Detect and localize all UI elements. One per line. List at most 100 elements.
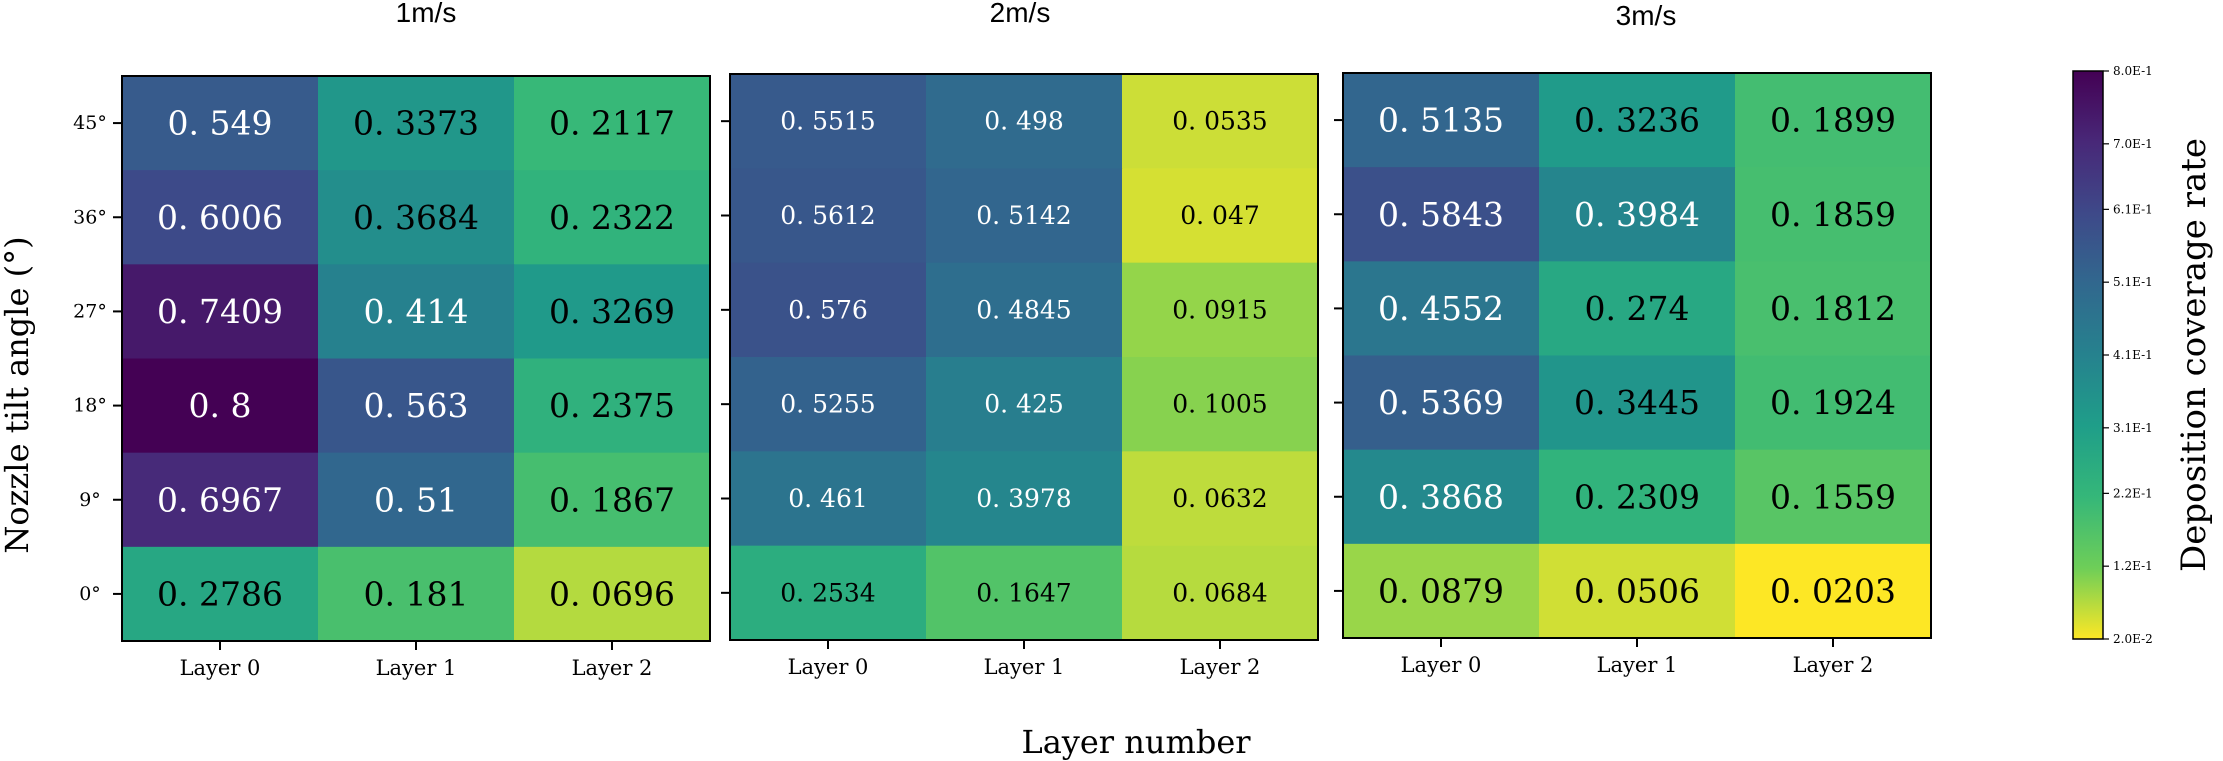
heatmap-cell (926, 262, 1123, 358)
cell-value-label: 0. 563 (364, 386, 469, 425)
cell-value-label: 0. 274 (1585, 289, 1690, 328)
cell-value-label: 0. 5843 (1378, 195, 1504, 234)
x-tick-label: Layer 2 (1793, 653, 1874, 677)
cell-value-label: 0. 5612 (780, 201, 875, 230)
cell-value-label: 0. 2534 (780, 578, 875, 607)
heatmap-cell (514, 264, 711, 360)
cell-value-label: 0. 3684 (353, 198, 479, 237)
cell-value-label: 0. 0915 (1172, 295, 1267, 324)
heatmap-cell (1343, 449, 1540, 545)
heatmap-cell (514, 452, 711, 548)
heatmap-cell (1122, 357, 1319, 452)
colorbar-tick-label: 8.0E-1 (2113, 64, 2153, 78)
heatmap-cell (926, 357, 1123, 452)
heatmap-cell (730, 74, 927, 169)
colorbar-tick-label: 2.2E-1 (2113, 486, 2153, 500)
heatmap-cell (122, 76, 319, 171)
heatmap-cell (1343, 73, 1540, 168)
heatmap-cell (1343, 167, 1540, 262)
heatmap-cell (1735, 543, 1932, 639)
heatmap-cell (318, 546, 515, 642)
heatmap-cell (730, 357, 927, 452)
heatmap-cell (1539, 543, 1736, 639)
heatmap-cell (318, 358, 515, 454)
x-tick-label: Layer 0 (180, 656, 261, 680)
cell-value-label: 0. 1859 (1770, 195, 1896, 234)
heatmap-cell (318, 76, 515, 171)
cell-value-label: 0. 425 (984, 390, 1064, 419)
colorbar-tick-label: 2.0E-2 (2113, 632, 2153, 646)
x-tick-label: Layer 1 (1597, 653, 1678, 677)
colorbar-tick-label: 1.2E-1 (2113, 559, 2153, 573)
colorbar-gradient (2072, 70, 2104, 640)
heatmap-cell (514, 170, 711, 265)
cell-value-label: 0. 498 (984, 107, 1064, 136)
colorbar-tick-label: 7.0E-1 (2113, 137, 2153, 151)
panel-title: 1m/s (396, 0, 457, 28)
x-tick-label: Layer 0 (1401, 653, 1482, 677)
heatmap-cell (514, 358, 711, 454)
cell-value-label: 0. 1647 (976, 578, 1071, 607)
heatmap-cell (926, 451, 1123, 547)
x-tick-label: Layer 2 (572, 656, 653, 680)
heatmap-cell (514, 546, 711, 642)
heatmap-cell (1343, 543, 1540, 639)
cell-value-label: 0. 549 (168, 104, 273, 143)
cell-value-label: 0. 5515 (780, 107, 875, 136)
heatmap-cell (926, 168, 1123, 264)
y-tick-label: 27° (73, 300, 107, 322)
heatmap-cell (1735, 167, 1932, 262)
x-tick-label: Layer 0 (788, 655, 869, 679)
heatmap-cell (514, 76, 711, 171)
cell-value-label: 0. 3236 (1574, 101, 1700, 140)
heatmap-cell (1343, 261, 1540, 357)
cell-value-label: 0. 3445 (1574, 383, 1700, 422)
cell-value-label: 0. 5369 (1378, 383, 1504, 422)
panel-3: 3m/s 0. 5135 0. 3236 0. 1899 0. 5843 0. 3984 0… (1334, 0, 1932, 677)
y-axis-label: Nozzle tilt angle (°) (0, 236, 36, 553)
heatmap-cell (1122, 74, 1319, 169)
cell-value-label: 0. 047 (1180, 201, 1260, 230)
heatmap-cell (1735, 73, 1932, 168)
cell-value-label: 0. 0696 (549, 574, 675, 613)
heatmap-cell (1735, 449, 1932, 545)
cell-value-label: 0. 6967 (157, 480, 283, 519)
heatmap-cell (318, 452, 515, 548)
cell-value-label: 0. 5255 (780, 390, 875, 419)
cell-value-label: 0. 0632 (1172, 484, 1267, 513)
cell-value-label: 0. 0506 (1574, 571, 1700, 610)
colorbar-tick-label: 6.1E-1 (2113, 202, 2153, 216)
heatmap-cell (730, 262, 927, 358)
panel-1: 1m/s 0. 549 0. 3373 0. 2117 0. 6006 0. 3684 0.… (73, 0, 711, 680)
cell-value-label: 0. 3978 (976, 484, 1071, 513)
heatmap-cell (1539, 261, 1736, 357)
cell-value-label: 0. 0535 (1172, 107, 1267, 136)
cell-value-label: 0. 181 (364, 574, 469, 613)
cell-value-label: 0. 461 (788, 484, 868, 513)
x-tick-label: Layer 2 (1180, 655, 1261, 679)
y-tick-label: 45° (73, 112, 107, 134)
y-tick-label: 36° (73, 206, 107, 228)
x-axis-label: Layer number (1021, 723, 1251, 761)
cell-value-label: 0. 0879 (1378, 571, 1504, 610)
cell-value-label: 0. 7409 (157, 292, 283, 331)
cell-value-label: 0. 2786 (157, 574, 283, 613)
y-tick-label: 0° (79, 583, 101, 605)
colorbar-label: Deposition coverage rate (2174, 138, 2214, 572)
x-tick-label: Layer 1 (376, 656, 457, 680)
cell-value-label: 0. 1812 (1770, 289, 1896, 328)
heatmap-cell (1539, 449, 1736, 545)
heatmap-cell (1539, 355, 1736, 451)
x-tick-label: Layer 1 (984, 655, 1065, 679)
cell-value-label: 0. 2117 (549, 104, 675, 143)
heatmap-cell (122, 452, 319, 548)
cell-value-label: 0. 2375 (549, 386, 675, 425)
cell-value-label: 0. 6006 (157, 198, 283, 237)
heatmap-cell (926, 545, 1123, 641)
heatmap-cell (926, 74, 1123, 169)
heatmap-cell (730, 168, 927, 264)
heatmap-cell (1735, 261, 1932, 357)
cell-value-label: 0. 1559 (1770, 477, 1896, 516)
cell-value-label: 0. 8 (189, 386, 252, 425)
